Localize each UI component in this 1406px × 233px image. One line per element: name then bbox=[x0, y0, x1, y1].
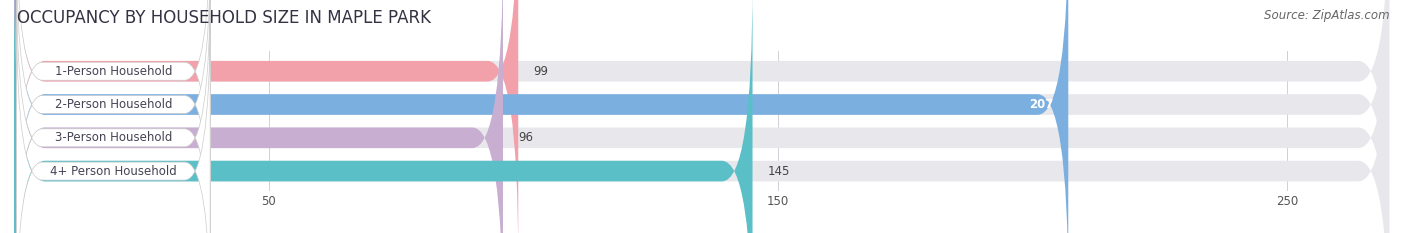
Text: 99: 99 bbox=[533, 65, 548, 78]
Text: Source: ZipAtlas.com: Source: ZipAtlas.com bbox=[1264, 9, 1389, 22]
Text: 1-Person Household: 1-Person Household bbox=[55, 65, 172, 78]
FancyBboxPatch shape bbox=[14, 0, 1389, 233]
Text: 145: 145 bbox=[768, 164, 790, 178]
FancyBboxPatch shape bbox=[17, 0, 209, 233]
Text: 3-Person Household: 3-Person Household bbox=[55, 131, 172, 144]
Text: 96: 96 bbox=[519, 131, 533, 144]
Text: 4+ Person Household: 4+ Person Household bbox=[51, 164, 177, 178]
FancyBboxPatch shape bbox=[14, 0, 752, 233]
Text: 207: 207 bbox=[1029, 98, 1053, 111]
FancyBboxPatch shape bbox=[14, 0, 519, 233]
FancyBboxPatch shape bbox=[14, 0, 1389, 233]
Text: OCCUPANCY BY HOUSEHOLD SIZE IN MAPLE PARK: OCCUPANCY BY HOUSEHOLD SIZE IN MAPLE PAR… bbox=[17, 9, 430, 27]
FancyBboxPatch shape bbox=[17, 0, 209, 233]
FancyBboxPatch shape bbox=[14, 0, 503, 233]
FancyBboxPatch shape bbox=[17, 0, 209, 229]
FancyBboxPatch shape bbox=[17, 14, 209, 233]
Text: 2-Person Household: 2-Person Household bbox=[55, 98, 172, 111]
FancyBboxPatch shape bbox=[14, 0, 1069, 233]
FancyBboxPatch shape bbox=[14, 0, 1389, 233]
FancyBboxPatch shape bbox=[14, 0, 1389, 233]
